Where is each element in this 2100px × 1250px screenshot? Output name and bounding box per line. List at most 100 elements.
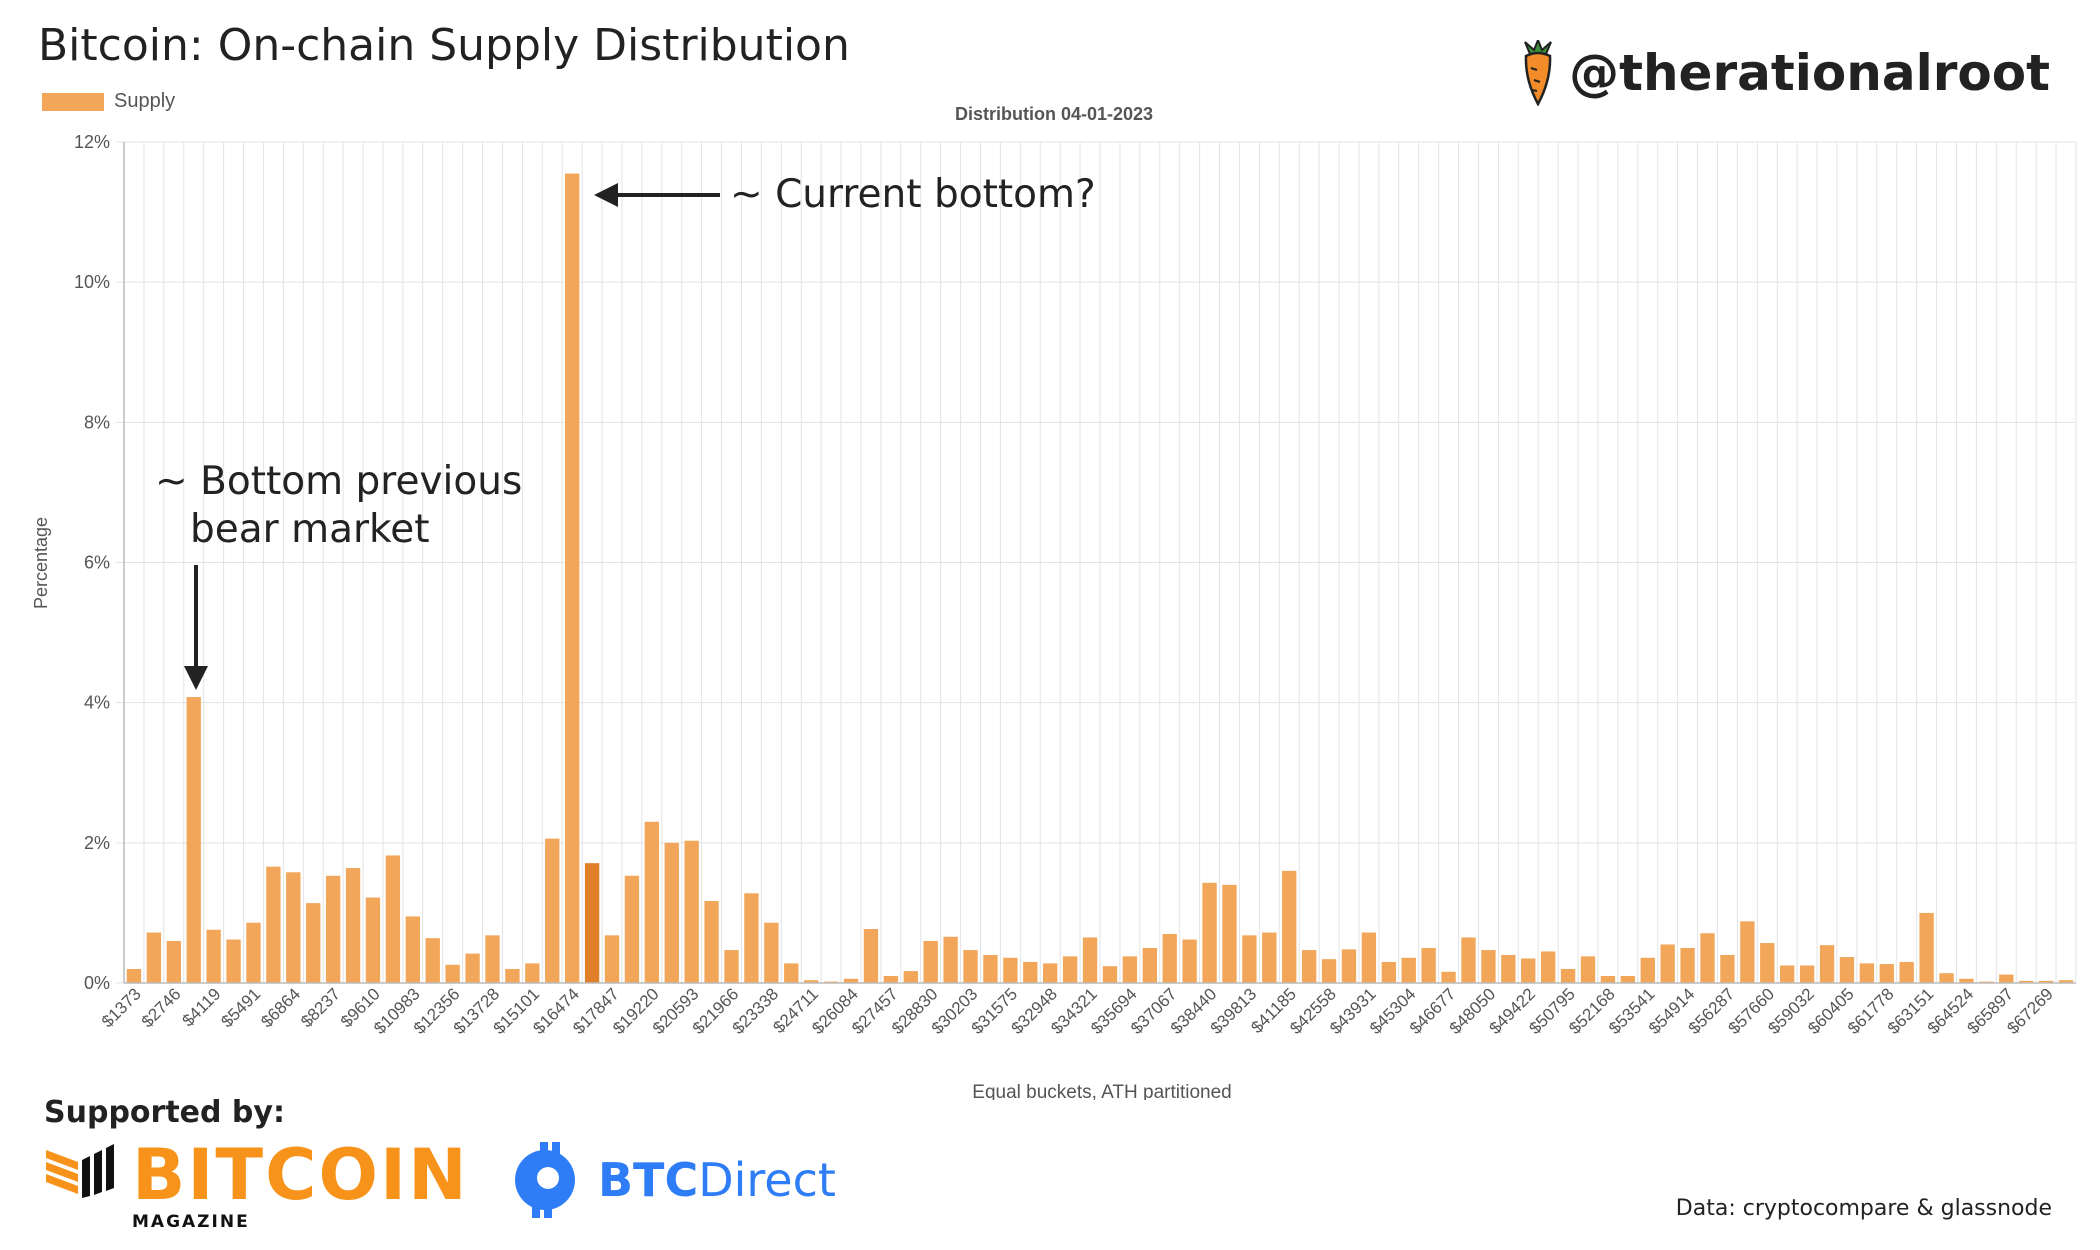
bar[interactable] [1899,961,1914,983]
bar[interactable] [1481,950,1496,983]
bar[interactable] [1780,965,1795,983]
bar[interactable] [146,932,162,983]
bar[interactable] [1361,932,1377,983]
bar[interactable] [1142,947,1157,983]
bar[interactable] [1620,975,1636,983]
bar[interactable] [1461,937,1476,983]
bar[interactable] [1381,961,1396,983]
bar[interactable] [1580,956,1596,983]
x-tick-label: $4119 [178,984,224,1030]
bar[interactable] [206,929,221,983]
bar[interactable] [1182,939,1197,983]
bar[interactable] [1680,947,1695,983]
bar[interactable] [2038,980,2054,983]
bar[interactable] [1441,971,1456,983]
bar[interactable] [1162,933,1177,983]
bar[interactable] [365,897,381,983]
bar[interactable] [843,978,859,983]
bar[interactable] [485,935,500,983]
bar[interactable] [1102,966,1118,983]
bar[interactable] [425,938,440,983]
bar[interactable] [505,968,520,983]
bar[interactable] [1740,921,1755,983]
bar[interactable] [604,935,620,983]
bar[interactable] [166,940,181,983]
bar[interactable] [1043,963,1058,983]
bar[interactable] [903,971,918,983]
bar[interactable] [1540,951,1556,983]
bar[interactable] [1560,968,1576,983]
bar[interactable] [1521,958,1536,983]
bar[interactable] [1262,932,1277,983]
bar[interactable] [1242,935,1257,983]
bar[interactable] [704,901,719,983]
bar[interactable] [186,697,201,983]
bar[interactable] [1301,950,1317,983]
bar[interactable] [1939,973,1954,983]
bar[interactable] [1959,978,1974,983]
bar[interactable] [664,842,679,983]
bar[interactable] [923,940,938,983]
bar[interactable] [784,963,799,983]
bar[interactable] [525,963,540,983]
bar[interactable] [1222,884,1237,983]
bar[interactable] [724,950,739,983]
bar[interactable] [1640,957,1655,983]
bar[interactable] [1760,943,1775,983]
bar[interactable] [1282,870,1297,983]
bar[interactable] [1062,956,1078,983]
bar[interactable] [246,922,261,983]
bar[interactable] [804,980,819,983]
bar[interactable] [2019,980,2034,983]
bar[interactable] [764,922,779,983]
bar[interactable] [584,863,600,983]
bar[interactable] [1859,963,1875,983]
bar[interactable] [1122,956,1138,983]
bar[interactable] [1999,974,2014,983]
bar[interactable] [286,872,301,983]
bar[interactable] [1003,957,1018,983]
bar[interactable] [306,903,321,983]
bar[interactable] [1202,882,1217,983]
bar[interactable] [126,968,142,983]
bar[interactable] [1321,959,1337,983]
bar[interactable] [1660,944,1675,983]
bar[interactable] [624,875,640,983]
data-source: Data: cryptocompare & glassnode [1675,1196,2052,1221]
bar[interactable] [1879,964,1894,983]
bar[interactable] [465,953,480,983]
bar[interactable] [1600,975,1616,983]
bar[interactable] [325,875,341,983]
bar[interactable] [1082,937,1098,983]
bar[interactable] [983,954,998,983]
bar[interactable] [564,173,580,984]
bar[interactable] [744,893,759,983]
bar[interactable] [1501,954,1516,983]
bar[interactable] [963,950,978,983]
bar[interactable] [345,868,361,983]
bar[interactable] [1401,957,1416,983]
bar[interactable] [1341,949,1357,983]
bar[interactable] [943,936,958,983]
bar[interactable] [385,855,401,983]
bar[interactable] [1819,945,1835,983]
bar[interactable] [1919,912,1934,983]
bar[interactable] [684,840,699,983]
bar[interactable] [1839,957,1855,983]
bar[interactable] [266,866,281,983]
bar[interactable] [1799,965,1815,983]
bar[interactable] [863,929,879,983]
legend[interactable]: Supply [42,90,175,113]
bar[interactable] [1421,947,1436,983]
bar[interactable] [226,939,241,983]
y-tick-label: 12% [74,132,110,152]
bar[interactable] [1700,933,1715,983]
bar[interactable] [2058,980,2074,983]
bar[interactable] [644,821,660,983]
bar[interactable] [883,975,899,983]
bar[interactable] [1720,954,1735,983]
bar[interactable] [1023,961,1038,983]
bar[interactable] [405,916,420,983]
bar[interactable] [545,838,560,983]
bar[interactable] [445,964,460,983]
